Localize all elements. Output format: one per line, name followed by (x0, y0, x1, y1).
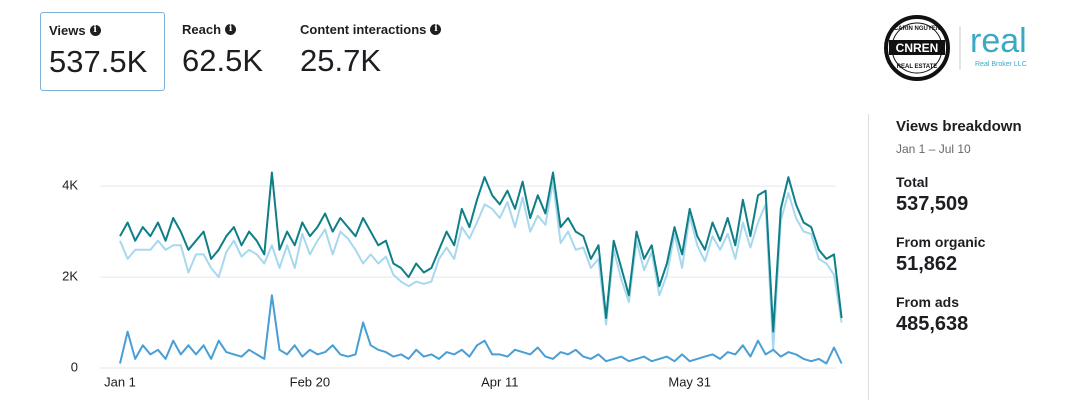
badge-band (889, 40, 945, 55)
breakdown-value: 537,509 (896, 193, 969, 215)
divider (868, 114, 869, 400)
info-icon[interactable]: i (225, 24, 237, 35)
views-breakdown: Views breakdown Jan 1 – Jul 10 Total 537… (896, 118, 1076, 336)
logos: CARIN NGUYEN CNREN REAL ESTATE real Real… (884, 15, 1027, 81)
breakdown-date: Jan 1 – Jul 10 (896, 142, 971, 156)
metric-label-row: Reach i (182, 22, 276, 37)
badge-bottom: REAL ESTATE (897, 64, 938, 70)
metric-label-row: Views i (49, 23, 156, 38)
series-line (119, 180, 843, 351)
x-tick-label: Feb 20 (290, 374, 330, 389)
y-tick-label: 0 (71, 359, 78, 374)
badge-top: CARIN NGUYEN (894, 26, 940, 32)
series-line (119, 171, 843, 333)
x-tick-label: May 31 (668, 374, 711, 389)
metric-tab[interactable]: Views i 537.5K (40, 12, 165, 91)
metric-value: 25.7K (300, 43, 382, 78)
breakdown-label: Total (896, 174, 929, 190)
x-tick-label: Jan 1 (104, 374, 136, 389)
y-tick-label: 2K (62, 269, 78, 284)
metric-label: Reach (182, 22, 222, 37)
breakdown-title: Views breakdown (896, 118, 1022, 135)
metric-tab[interactable]: Content interactions i 25.7K (292, 12, 472, 91)
breakdown-value: 51,862 (896, 253, 958, 275)
series-line (119, 294, 843, 365)
brand: real (970, 22, 1027, 60)
metric-label: Views (49, 23, 86, 38)
brand-sub: Real Broker LLC (975, 61, 1027, 68)
info-icon[interactable]: i (89, 25, 101, 36)
badge-main: CNREN (896, 41, 939, 55)
breakdown-label: From organic (896, 234, 986, 250)
metric-value: 537.5K (49, 44, 148, 79)
metric-label-row: Content interactions i (300, 22, 464, 37)
breakdown-label: From ads (896, 294, 960, 310)
metric-value: 62.5K (182, 43, 264, 78)
metric-label: Content interactions (300, 22, 427, 37)
chart: 0 2K 4K Jan 1 Feb 20 Apr 11 May 31 (62, 171, 843, 389)
x-tick-label: Apr 11 (481, 374, 518, 389)
metric-tab[interactable]: Reach i 62.5K (174, 12, 284, 91)
breakdown-value: 485,638 (896, 313, 969, 335)
info-icon[interactable]: i (430, 24, 442, 35)
y-tick-label: 4K (62, 178, 78, 193)
